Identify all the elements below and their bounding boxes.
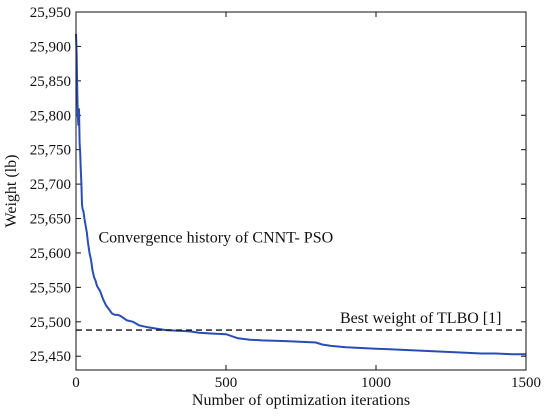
y-tick-label: 25,750 (30, 143, 71, 159)
convergence-annotation: Convergence history of CNNT- PSO (99, 230, 334, 247)
y-tick-label: 25,700 (30, 177, 71, 193)
y-tick-label: 25,600 (30, 246, 71, 262)
axis-ticks (75, 11, 527, 370)
y-tick-label: 25,900 (30, 39, 71, 55)
y-tick-label: 25,550 (30, 280, 71, 296)
cnnt-pso-convergence-line (75, 33, 526, 356)
y-tick-label: 25,450 (30, 349, 71, 365)
x-tick-label: 0 (72, 375, 80, 391)
x-tick-label: 1500 (511, 375, 541, 391)
plot-frame (75, 11, 527, 371)
tlbo-annotation: Best weight of TLBO [1] (340, 310, 501, 327)
y-axis-label: Weight (lb) (3, 155, 20, 228)
tick-labels: 0 500 1000 1500 25,450 25,500 25,550 25,600 25,6… (30, 5, 541, 391)
plot-area (76, 12, 526, 370)
y-tick-label: 25,650 (30, 212, 71, 228)
x-tick-label: 1000 (361, 375, 391, 391)
x-axis-label: Number of optimization iterations (192, 392, 410, 409)
y-tick-label: 25,500 (30, 315, 71, 331)
y-tick-label: 25,850 (30, 74, 71, 90)
y-tick-label: 25,950 (30, 5, 71, 21)
x-tick-label: 500 (215, 375, 238, 391)
y-tick-label: 25,800 (30, 108, 71, 124)
